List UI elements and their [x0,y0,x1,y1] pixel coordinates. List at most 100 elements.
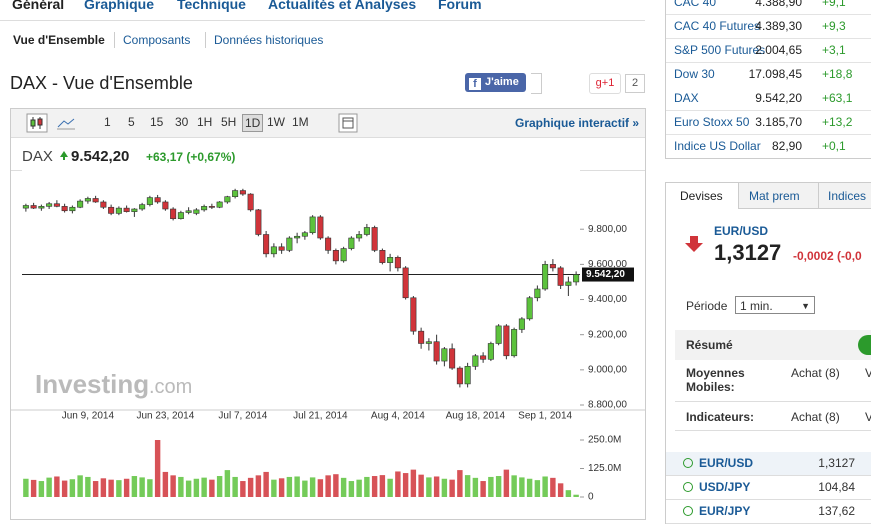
index-row[interactable]: S&P 500 Futures 2.004,65 +3,1 [665,38,871,63]
tab[interactable]: Forum [438,0,482,12]
index-row[interactable]: CAC 40 4.388,90 +9,1 [665,0,871,15]
index-row[interactable]: Dow 30 17.098,45 +18,8 [665,62,871,87]
candle-body [139,204,146,210]
volume-bar [364,476,370,497]
pair[interactable]: EUR/USD [714,224,769,238]
widget-tab[interactable]: Devises [680,189,723,203]
like-button[interactable]: f J'aime [465,73,526,92]
index-value: 2.004,65 [755,43,802,57]
candle-body [69,206,76,212]
index-row[interactable]: CAC 40 Futures 4.389,30 +9,3 [665,14,871,39]
volume-bar [542,476,548,497]
candle-body [394,257,401,269]
candle-body [232,190,239,197]
volume-bar [294,476,300,497]
up-arrow [60,151,68,160]
watch-row[interactable] [666,452,871,476]
index-row[interactable]: Indice US Dollar 82,90 +0,1 [665,134,871,159]
index-change: +3,1 [822,43,846,57]
volume-bar [371,476,378,497]
candle-body [371,227,378,251]
watch-name[interactable]: USD/JPY [699,480,751,494]
timeframe[interactable]: 1H [197,115,213,129]
gplus-button[interactable]: g+1 [589,73,621,94]
clock-icon [683,482,693,492]
candle-body [38,206,45,209]
candle-body [356,234,363,239]
volume-bar [69,479,76,497]
volume-bar [209,479,215,497]
y-tick-label: 9.200,00 [588,329,627,340]
settings-icon[interactable] [338,113,358,133]
volume-bar [61,480,68,497]
candle-body [22,205,29,209]
volume-bar [154,440,161,497]
volume-bar [426,477,432,497]
subtab[interactable]: Données historiques [214,33,324,47]
x-tick-label: Aug 18, 2014 [446,411,506,422]
volume-bar [162,471,169,497]
candle-body [201,206,208,211]
timeframe[interactable]: 1M [292,115,309,129]
tab-bg [666,183,739,209]
page-title: DAX - Vue d'Ensemble [10,73,193,93]
widget-tab[interactable]: Mat prem [749,189,800,203]
subtab[interactable]: Composants [123,33,191,47]
timeframe[interactable]: 5H [221,115,237,129]
candle-body [534,288,541,299]
index-name: S&P 500 Futures [674,43,766,57]
chart-type-icons[interactable] [26,113,86,133]
candle-body [387,257,394,263]
timeframe[interactable]: 5 [128,115,135,129]
tab[interactable]: Technique [177,0,246,12]
index-name: Indice US Dollar [674,139,761,153]
volume-bar [410,469,417,497]
volume-tick-label: 125.0M [588,463,621,474]
pair-change: -0,0002 (-0,0 [793,249,862,263]
candle-body [402,267,409,299]
candle-body [170,208,177,219]
volume-bar [216,476,223,497]
index-value: 82,90 [771,139,802,153]
timeframe[interactable]: 15 [150,115,164,129]
candle-body [100,201,107,208]
candle-body [185,210,192,213]
watermark: Investing [35,369,149,399]
summary-bar [675,330,871,360]
tab[interactable]: Graphique [84,0,155,12]
volume-bar [247,477,254,497]
volume-bar [147,479,153,497]
timeframe[interactable]: 1W [267,115,285,129]
candle-body [464,366,471,385]
candle-body [123,207,130,212]
period-select[interactable]: 1 min. ▼ [735,296,815,314]
index-name: CAC 40 Futures [674,19,761,33]
watch-name[interactable]: EUR/JPY [699,504,751,518]
timeframe[interactable]: 1D [242,114,264,132]
candle-body [425,341,432,344]
candle-body [332,250,339,262]
volume-bar [263,471,269,497]
volume-bar [77,475,83,497]
index-row[interactable]: DAX 9.542,20 +63,1 [665,86,871,111]
watch-row[interactable] [666,476,871,500]
index-row[interactable]: Euro Stoxx 50 3.185,70 +13,2 [665,110,871,135]
timeframe[interactable]: 30 [175,115,189,129]
index-change: +9,1 [822,0,846,9]
timeframe[interactable]: 1 [104,115,111,129]
like-text: J'aime [485,76,519,88]
volume-bar [503,469,510,497]
watch-name[interactable]: EUR/USD [699,456,754,470]
interactive-link[interactable]: Graphique interactif » [515,116,640,130]
subtab-active[interactable]: Vue d'Ensemble [13,33,105,47]
widget-tab[interactable]: Indices [828,189,867,203]
tab-active[interactable]: Général [12,0,65,12]
volume-bar [139,477,145,497]
candle-body [518,318,525,330]
x-tick-label: Jun 23, 2014 [136,411,194,422]
candle-body [340,248,347,262]
row-label: Moyennes Mobiles: [686,366,745,394]
candle-body [46,203,53,207]
volume-bar [46,477,52,497]
tab[interactable]: Actualités et Analyses [268,0,417,12]
